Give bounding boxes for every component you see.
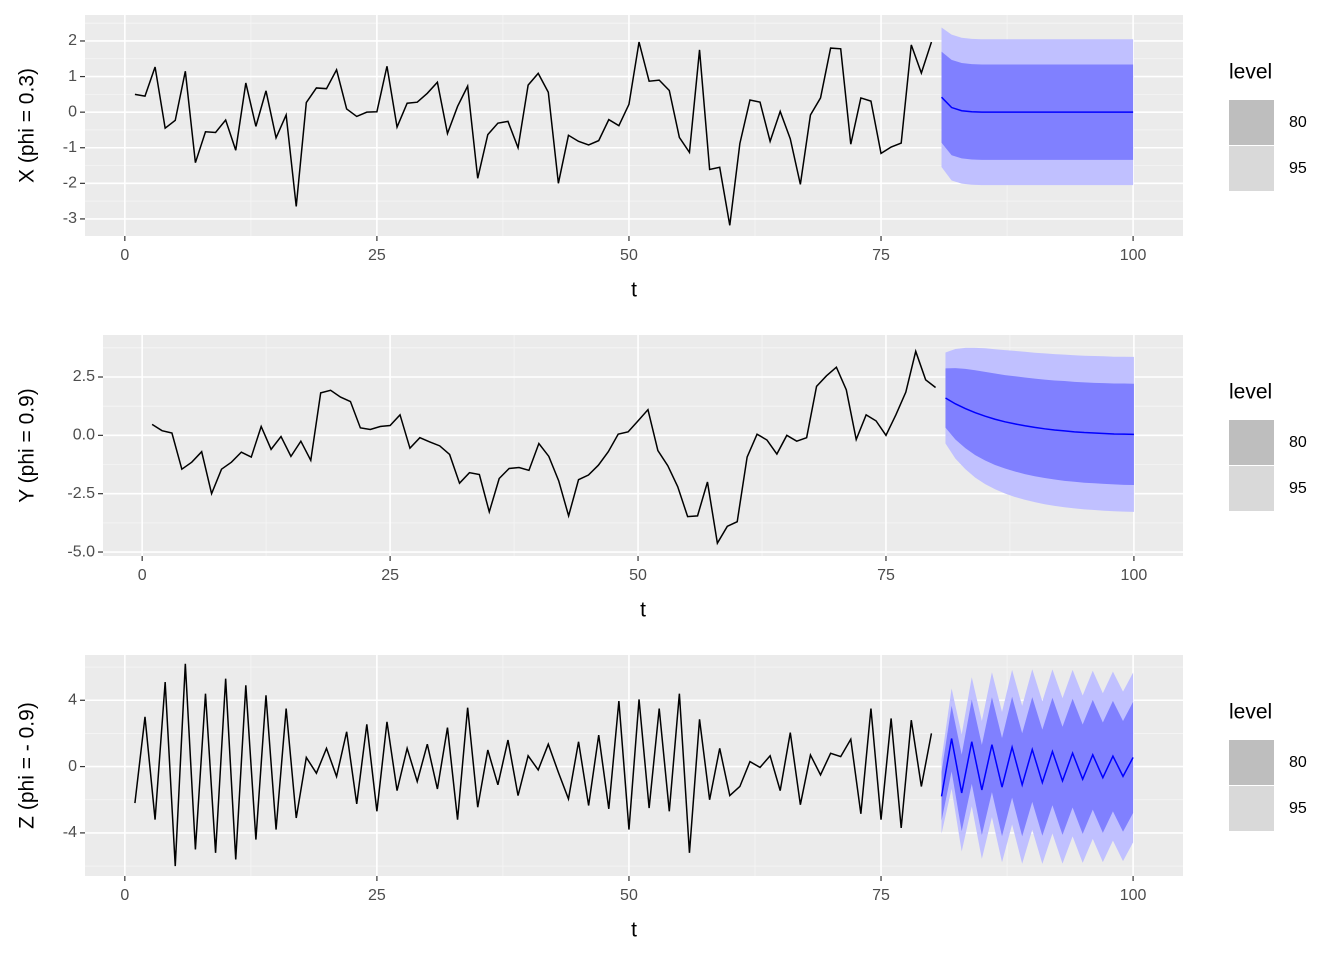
y-tick-label: -2 — [63, 175, 77, 192]
legend-label: 80 — [1289, 434, 1307, 451]
legend-label: 95 — [1289, 480, 1307, 497]
x-axis-title: t — [631, 919, 637, 942]
legend-title: level — [1229, 381, 1272, 404]
panel: 0 25 50 75 100 -4 0 4 t Z (phi = - 0.9) level 80 95 — [16, 655, 1307, 942]
panel: 0 25 50 75 100 -5.0 -2.5 0.0 2.5 t Y (phi = 0.9) le… — [16, 335, 1307, 622]
x-tick-label: 50 — [629, 567, 647, 584]
series-line — [151, 348, 937, 546]
legend-swatch — [1229, 786, 1274, 831]
legend-swatch — [1229, 740, 1274, 785]
y-tick-label: 0 — [68, 103, 77, 120]
y-tick-label: -4 — [63, 824, 77, 841]
x-tick-label: 75 — [872, 887, 890, 904]
forecast-band — [941, 51, 1134, 160]
y-axis-title: Z (phi = - 0.9) — [16, 702, 39, 829]
forecast-band — [945, 368, 1134, 486]
series-line — [134, 663, 933, 867]
forecast-line — [940, 96, 1134, 113]
y-tick-label: 4 — [68, 691, 77, 708]
y-tick-label: -1 — [63, 139, 77, 156]
y-tick-label: 1 — [68, 68, 77, 85]
y-tick-label: 0.0 — [73, 427, 95, 444]
forecast-line — [940, 738, 1134, 797]
y-axis-title: X (phi = 0.3) — [16, 68, 39, 183]
legend-swatch — [1229, 146, 1274, 191]
y-tick-label: 2.5 — [73, 368, 95, 385]
x-tick-label: 0 — [120, 247, 129, 264]
x-tick-label: 50 — [620, 887, 638, 904]
legend-swatch — [1229, 100, 1274, 145]
legend-title: level — [1229, 701, 1272, 724]
legend-label: 95 — [1289, 160, 1307, 177]
x-axis-title: t — [631, 279, 637, 302]
x-tick-label: 25 — [368, 247, 386, 264]
x-tick-label: 25 — [381, 567, 399, 584]
x-tick-label: 75 — [877, 567, 895, 584]
x-tick-label: 100 — [1120, 247, 1147, 264]
panel: 0 25 50 75 100 -3 -2 -1 0 1 2 t X (phi = 0.3) level 80… — [16, 15, 1307, 302]
legend-title: level — [1229, 61, 1272, 84]
y-tick-label: 2 — [68, 32, 77, 49]
x-tick-label: 0 — [120, 887, 129, 904]
x-tick-label: 75 — [872, 247, 890, 264]
legend-swatch — [1229, 466, 1274, 511]
x-tick-label: 50 — [620, 247, 638, 264]
y-tick-label: -2.5 — [67, 485, 95, 502]
y-tick-label: -3 — [63, 210, 77, 227]
y-tick-label: -5.0 — [67, 543, 95, 560]
forecast-line — [945, 397, 1134, 436]
x-tick-label: 100 — [1120, 887, 1147, 904]
x-tick-label: 25 — [368, 887, 386, 904]
legend-swatch — [1229, 420, 1274, 465]
legend-label: 95 — [1289, 800, 1307, 817]
series-line — [134, 41, 933, 226]
x-tick-label: 100 — [1121, 567, 1148, 584]
x-tick-label: 0 — [138, 567, 147, 584]
y-tick-label: 0 — [68, 758, 77, 775]
legend-label: 80 — [1289, 114, 1307, 131]
x-axis-title: t — [640, 599, 646, 622]
y-axis-title: Y (phi = 0.9) — [16, 388, 39, 503]
legend-label: 80 — [1289, 754, 1307, 771]
